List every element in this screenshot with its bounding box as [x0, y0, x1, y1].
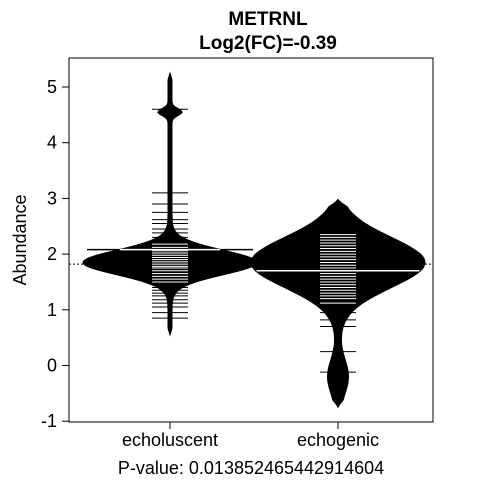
y-tick-label: 0 [47, 356, 57, 376]
y-tick-label: 3 [47, 188, 57, 208]
plot-frame [68, 57, 434, 423]
y-tick-label: -1 [41, 411, 57, 431]
y-axis-label: Abundance [10, 194, 30, 285]
chart-title: METRNL [228, 9, 308, 30]
plot-area [69, 71, 433, 409]
y-tick-label: 4 [47, 133, 57, 153]
bean-echoluscent [82, 71, 258, 337]
y-tick-label: 5 [47, 77, 57, 97]
chart-subtitle: Log2(FC)=-0.39 [199, 33, 337, 54]
x-axis-label: P-value: 0.013852465442914604 [118, 458, 384, 478]
x-tick-label: echoluscent [122, 430, 218, 450]
bean-echogenic [250, 198, 426, 409]
y-tick-label: 2 [47, 244, 57, 264]
x-tick-label: echogenic [297, 430, 379, 450]
y-axis: -1 0 1 2 3 4 5 [41, 77, 69, 431]
x-axis: echoluscent echogenic [122, 422, 379, 450]
y-tick-label: 1 [47, 300, 57, 320]
